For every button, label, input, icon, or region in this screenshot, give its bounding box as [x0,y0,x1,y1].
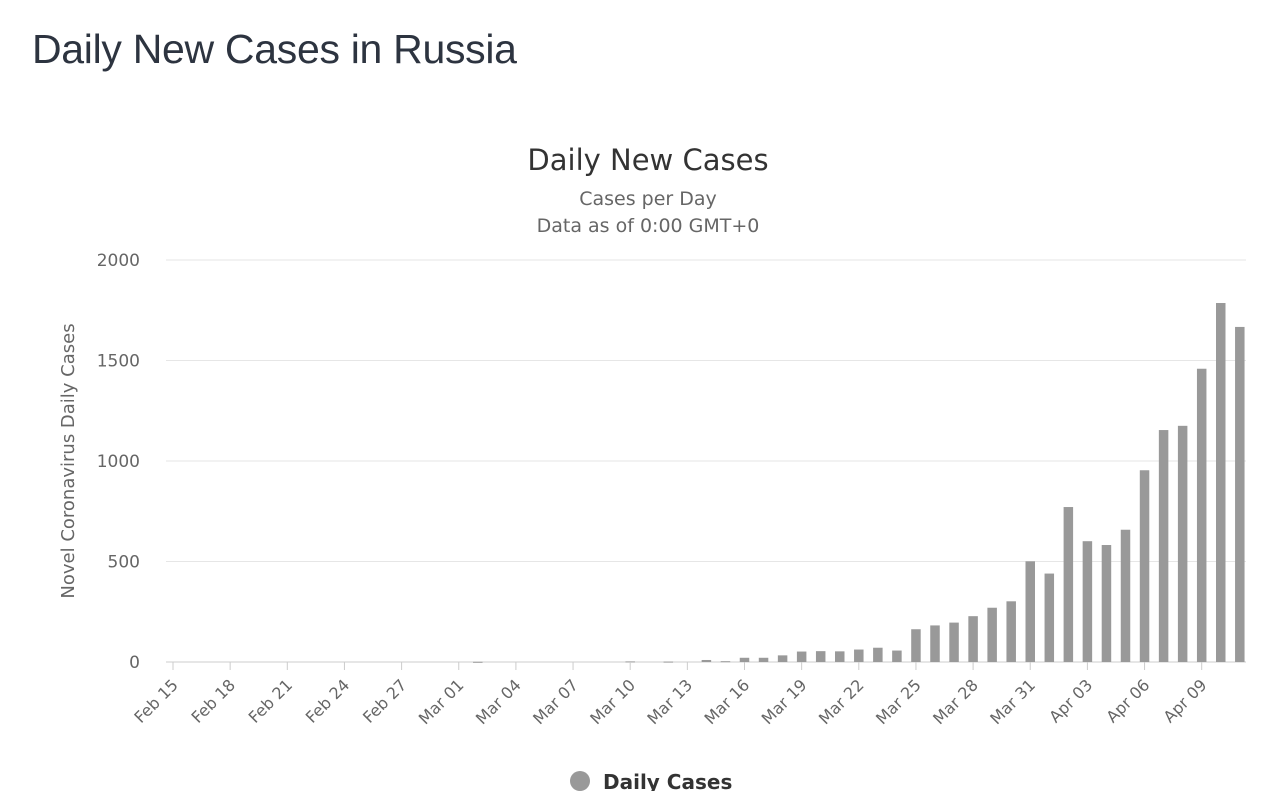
bar[interactable] [949,622,959,662]
x-tick-label: Mar 16 [701,675,754,728]
bar[interactable] [1120,529,1131,662]
y-axis-label: Novel Coronavirus Daily Cases [58,323,79,598]
x-tick-label: Mar 04 [472,675,525,728]
bar[interactable] [473,661,483,663]
bar[interactable] [720,661,731,663]
bar[interactable] [930,625,940,662]
bar[interactable] [1082,541,1093,662]
bar[interactable] [873,647,883,662]
x-tick-label: Apr 06 [1102,675,1153,726]
bar[interactable] [777,655,788,662]
x-tick-label: Mar 22 [815,675,868,728]
bar[interactable] [854,649,864,662]
bar[interactable] [815,651,826,662]
bar[interactable] [663,661,674,663]
x-tick-label: Mar 19 [758,675,811,728]
bar[interactable] [835,651,845,662]
bar[interactable] [796,651,807,662]
chart-title: Daily New Cases [527,143,768,177]
x-tick-label: Feb 15 [130,675,181,726]
page-heading: Daily New Cases in Russia [32,26,517,72]
bar[interactable] [1235,326,1245,662]
bar[interactable] [1216,303,1226,662]
bar[interactable] [1158,430,1169,662]
y-tick-label: 0 [129,653,140,673]
legend-marker[interactable] [570,771,590,791]
bar[interactable] [987,607,997,662]
bar[interactable] [1196,368,1207,662]
bar[interactable] [625,661,635,663]
x-tick-label: Apr 03 [1045,675,1096,726]
legend-label[interactable]: Daily Cases [603,770,732,791]
y-tick-label: 500 [108,553,140,573]
bar[interactable] [1177,425,1188,662]
bar[interactable] [701,659,712,662]
x-tick-label: Feb 24 [302,675,353,726]
bar[interactable] [911,629,921,662]
x-tick-label: Feb 18 [188,675,239,726]
bar[interactable] [1006,601,1016,662]
x-tick-label: Apr 09 [1160,675,1211,726]
bar[interactable] [1044,573,1055,662]
bar[interactable] [1139,470,1150,662]
x-tick-label: Mar 01 [415,675,468,728]
bar[interactable] [968,616,978,662]
chart-subtitle-2: Data as of 0:00 GMT+0 [537,215,760,237]
x-tick-label: Mar 10 [586,675,639,728]
x-tick-label: Mar 31 [986,675,1039,728]
y-tick-label: 1000 [97,452,140,472]
bars [473,303,1245,663]
bar[interactable] [758,657,769,662]
x-tick-label: Mar 28 [929,675,982,728]
bar[interactable] [1101,545,1112,662]
y-tick-label: 1500 [97,352,140,372]
y-tick-label: 2000 [97,251,140,271]
chart-subtitle-1: Cases per Day [579,188,717,210]
bar[interactable] [892,650,902,662]
x-tick-label: Mar 25 [872,675,925,728]
x-tick-label: Feb 21 [245,675,296,726]
bar[interactable] [1025,561,1036,662]
x-tick-label: Mar 13 [643,675,696,728]
bar[interactable] [739,657,750,662]
bar[interactable] [1063,507,1074,662]
x-tick-label: Feb 27 [359,675,410,726]
axis-ticks: 0 500 1000 1500 2000 Feb 15 Feb 18 Feb 21 Feb 24… [97,251,1211,728]
x-tick-label: Mar 07 [529,675,582,728]
